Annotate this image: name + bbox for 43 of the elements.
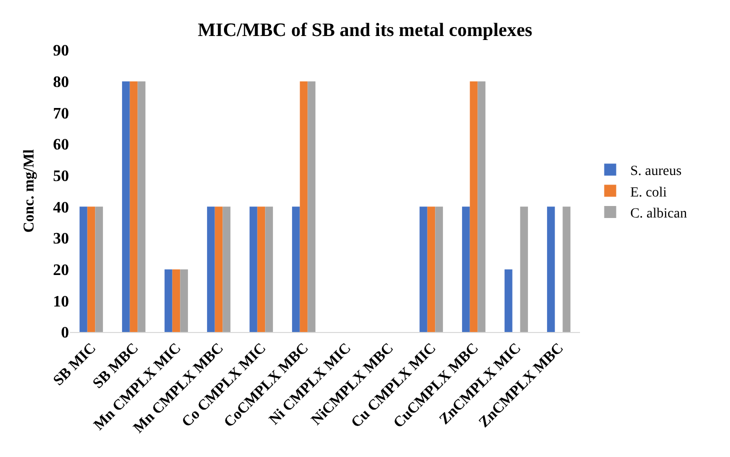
- bar: [130, 81, 138, 332]
- bar: [292, 206, 300, 332]
- y-tick-label: 20: [53, 262, 69, 279]
- legend-label: S. aureus: [630, 164, 682, 180]
- bar: [164, 269, 172, 332]
- bar: [207, 206, 215, 332]
- bar: [138, 81, 146, 332]
- y-tick-label: 70: [53, 105, 69, 122]
- legend-label: C. albican: [630, 206, 687, 222]
- bar: [504, 269, 512, 332]
- bar: [172, 269, 180, 332]
- y-tick-label: 0: [61, 324, 69, 342]
- bar: [470, 81, 478, 332]
- bar: [257, 206, 266, 332]
- bar: [420, 206, 428, 332]
- y-tick-label: 40: [53, 199, 69, 216]
- bar: [308, 81, 316, 332]
- bar: [80, 206, 88, 332]
- bar: [562, 206, 570, 332]
- bar: [222, 206, 230, 332]
- y-tick-label: 10: [53, 293, 69, 310]
- y-axis-title: Conc. mg/Ml: [21, 149, 38, 233]
- y-tick-label: 60: [53, 136, 69, 154]
- bar: [478, 81, 486, 332]
- bar: [427, 206, 436, 332]
- y-tick-label: 50: [53, 168, 69, 185]
- bar: [547, 206, 555, 332]
- bar: [214, 206, 223, 332]
- bar: [95, 206, 103, 332]
- y-tick-label: 80: [53, 74, 69, 91]
- bar: [300, 81, 308, 332]
- y-tick-label: 30: [53, 230, 69, 248]
- bar: [462, 206, 470, 332]
- chart-title: MIC/MBC of SB and its metal complexes: [198, 20, 532, 42]
- bar: [435, 206, 443, 332]
- bar: [122, 81, 130, 332]
- y-tick-label: 90: [53, 42, 69, 60]
- bar: [180, 269, 188, 332]
- bar: [87, 206, 96, 332]
- bar: [265, 206, 273, 332]
- bar: [520, 206, 528, 332]
- bar: [250, 206, 258, 332]
- legend-label: E. coli: [630, 185, 667, 200]
